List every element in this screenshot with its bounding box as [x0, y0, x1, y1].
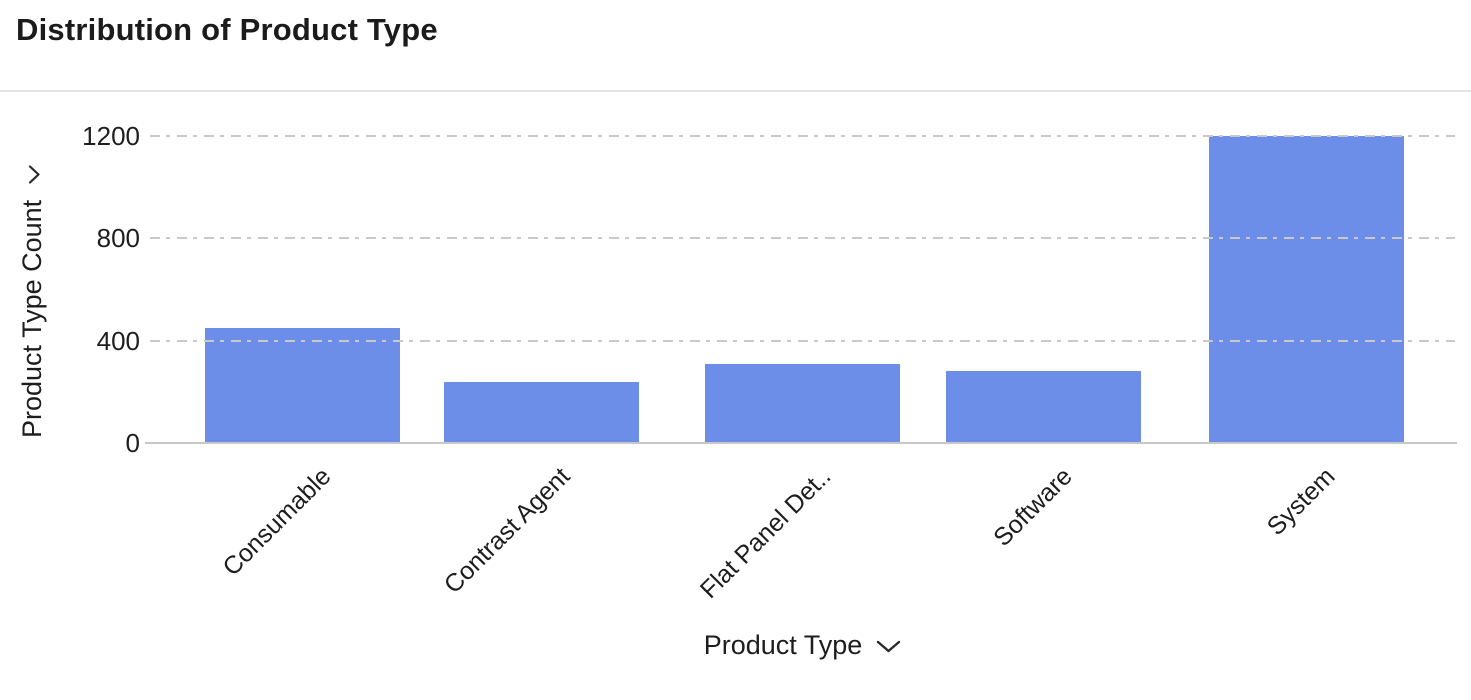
bar-system[interactable]: [1208, 136, 1404, 443]
chevron-down-icon: [876, 630, 901, 661]
x-category-label-flat-panel-det: Flat Panel Det..: [694, 462, 837, 604]
chart-title: Distribution of Product Type: [16, 12, 438, 47]
x-category-label-software: Software: [988, 462, 1079, 552]
bar-software[interactable]: [946, 371, 1142, 443]
bars-layer: [150, 136, 1455, 443]
x-category-label-consumable: Consumable: [217, 462, 337, 582]
chevron-down-icon: [16, 165, 48, 184]
y-axis-field-dropdown[interactable]: Product Type Count: [16, 165, 48, 438]
x-axis-field-dropdown[interactable]: Product Type: [150, 630, 1455, 661]
plot-area: [145, 135, 1457, 444]
y-tick-800: 800: [96, 223, 140, 254]
y-tick-1200: 1200: [82, 121, 140, 151]
y-axis-ticks: 0 400 800 1200: [0, 123, 140, 456]
y-tick-0: 0: [125, 428, 140, 458]
x-category-label-system: System: [1261, 462, 1341, 542]
x-axis-category-labels: Consumable Contrast Agent Flat Panel Det..…: [150, 443, 1455, 628]
x-category-label-contrast-agent: Contrast Agent: [438, 462, 576, 600]
y-tick-400: 400: [96, 325, 140, 356]
bar-consumable[interactable]: [205, 327, 401, 443]
header-divider: [0, 90, 1471, 92]
x-axis-label: Product Type: [703, 630, 863, 660]
bar-contrast-agent[interactable]: [444, 381, 639, 443]
bar-flat-panel-det[interactable]: [705, 363, 900, 443]
